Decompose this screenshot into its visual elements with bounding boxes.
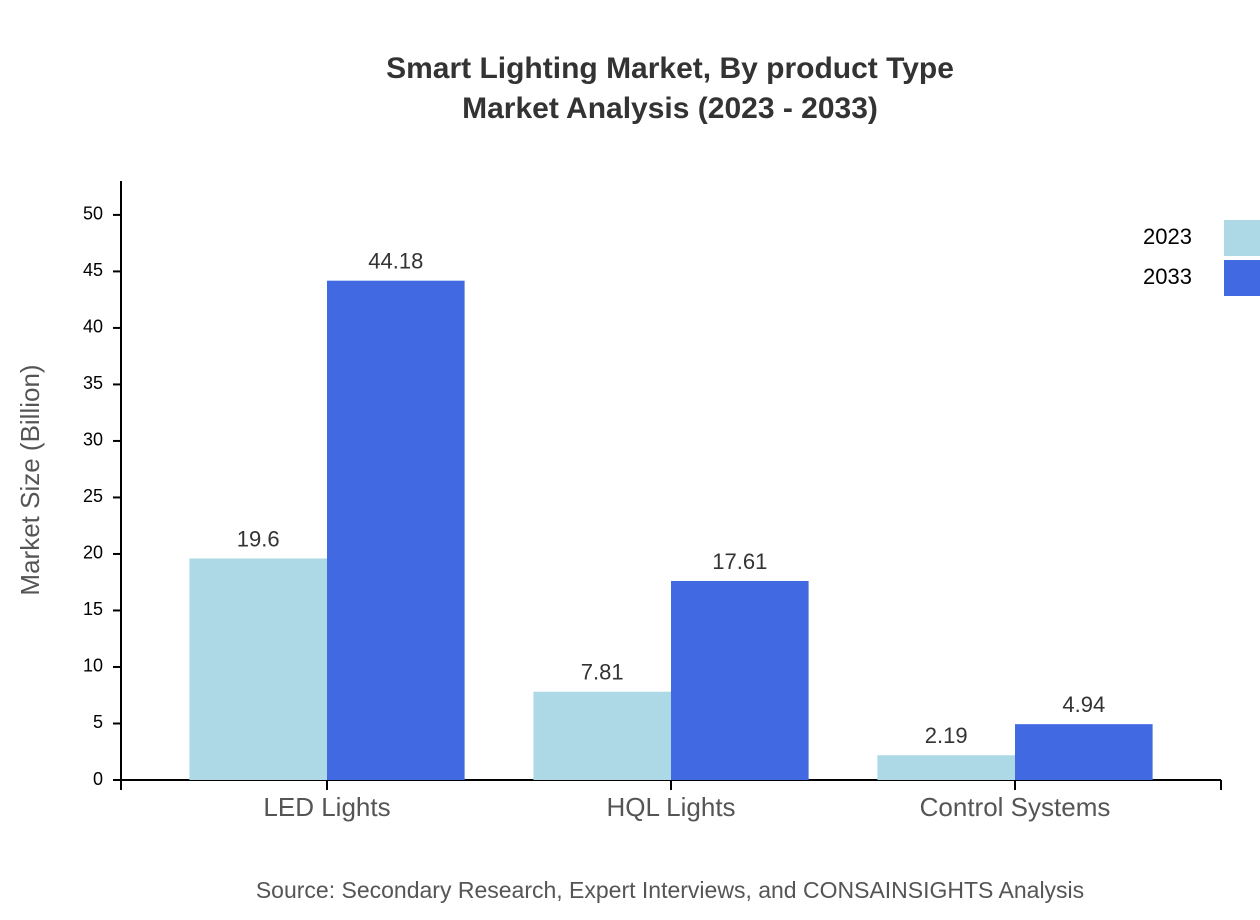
value-label: 4.94 — [1062, 692, 1105, 717]
y-tick-label: 5 — [93, 712, 103, 732]
x-tick-label: LED Lights — [263, 792, 390, 822]
bar — [327, 280, 465, 780]
legend-label: 2033 — [1143, 264, 1192, 289]
value-label: 2.19 — [925, 723, 968, 748]
bar — [671, 580, 809, 780]
y-axis-label: Market Size (Billion) — [15, 364, 45, 595]
y-tick-label: 50 — [83, 204, 103, 224]
bar — [877, 755, 1015, 780]
value-label: 7.81 — [581, 660, 624, 685]
y-tick-label: 35 — [83, 373, 103, 393]
y-tick-label: 20 — [83, 543, 103, 563]
bar — [1015, 724, 1153, 780]
value-label: 44.18 — [368, 248, 423, 273]
chart-subtitle: Market Analysis (2023 - 2033) — [462, 92, 878, 125]
y-tick-label: 0 — [93, 769, 103, 789]
y-tick-label: 10 — [83, 656, 103, 676]
source-note: Source: Secondary Research, Expert Inter… — [256, 877, 1084, 903]
legend-label: 2023 — [1143, 224, 1192, 249]
bar — [189, 558, 327, 780]
legend-swatch — [1224, 220, 1260, 256]
chart-title: Smart Lighting Market, By product Type — [386, 52, 954, 85]
bar — [533, 691, 671, 780]
x-tick-label: HQL Lights — [606, 792, 735, 822]
y-tick-label: 15 — [83, 599, 103, 619]
value-label: 19.6 — [237, 526, 280, 551]
value-label: 17.61 — [712, 549, 767, 574]
y-tick-label: 25 — [83, 486, 103, 506]
legend-swatch — [1224, 260, 1260, 296]
y-tick-label: 40 — [83, 317, 103, 337]
y-tick-label: 45 — [83, 260, 103, 280]
x-tick-label: Control Systems — [920, 792, 1111, 822]
y-tick-label: 30 — [83, 430, 103, 450]
